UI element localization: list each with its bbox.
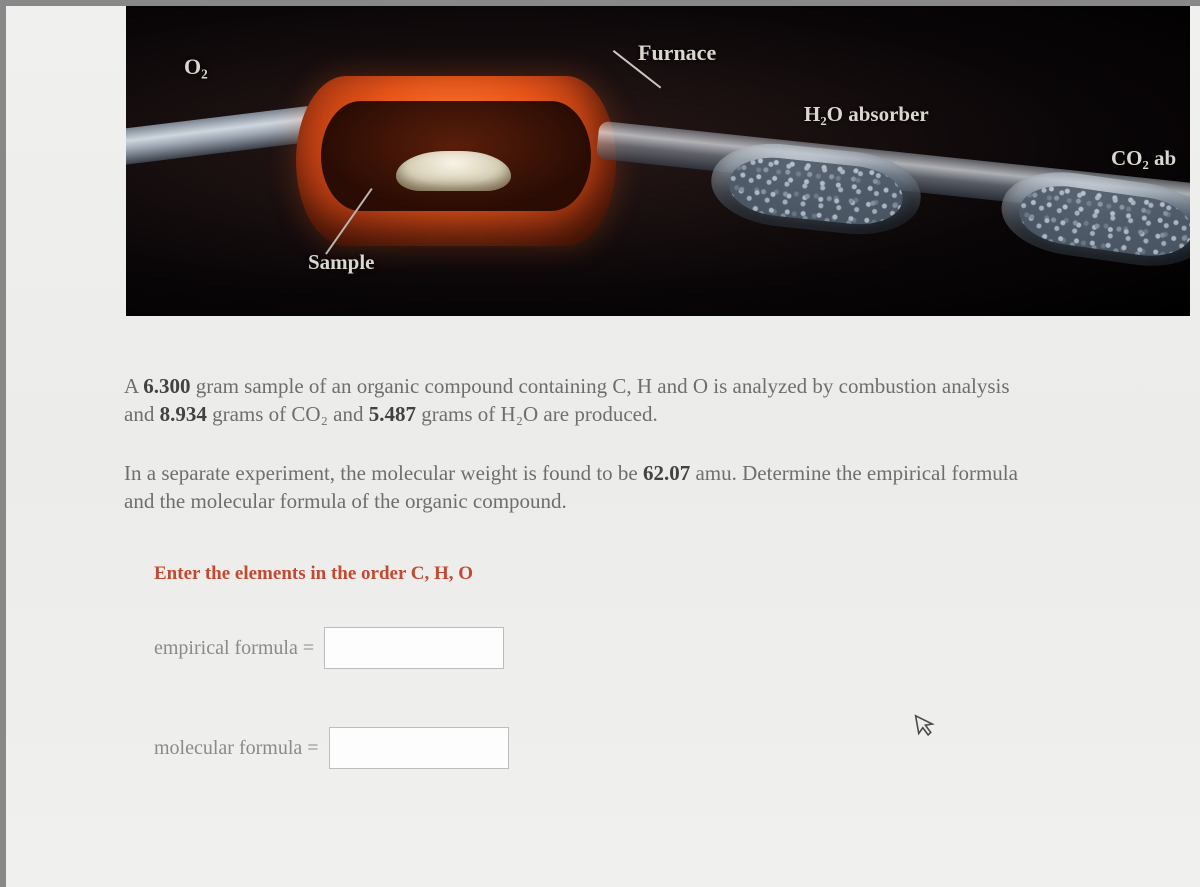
paragraph-2: In a separate experiment, the molecular … bbox=[124, 459, 1026, 516]
empirical-formula-label: empirical formula = bbox=[154, 635, 314, 662]
label-h2o-absorber: H₂O absorber bbox=[804, 102, 929, 127]
molecular-formula-label: molecular formula = bbox=[154, 735, 319, 762]
label-co2-absorber: CO₂ ab bbox=[1111, 146, 1176, 171]
sample-pile bbox=[396, 151, 511, 191]
paragraph-1: A 6.300 gram sample of an organic compou… bbox=[124, 372, 1026, 429]
question-content: A 6.300 gram sample of an organic compou… bbox=[6, 316, 1066, 769]
p1-text-d: grams of CO₂ and bbox=[207, 402, 369, 426]
elements-list: C, H and O bbox=[612, 374, 708, 398]
h2o-mass: 5.487 bbox=[369, 402, 416, 426]
element-order-hint: Enter the elements in the order C, H, O bbox=[154, 561, 1026, 587]
combustion-diagram: O₂ Furnace Sample H₂O absorber CO₂ ab bbox=[126, 6, 1190, 316]
co2-mass: 8.934 bbox=[160, 402, 207, 426]
p2-text-a: In a separate experiment, the molecular … bbox=[124, 461, 643, 485]
empirical-formula-input[interactable] bbox=[324, 627, 504, 669]
co2-absorber-fill bbox=[1016, 180, 1190, 262]
label-sample: Sample bbox=[308, 250, 375, 275]
h2o-absorber-fill bbox=[726, 153, 905, 229]
molecular-formula-input[interactable] bbox=[329, 727, 509, 769]
molecular-weight: 62.07 bbox=[643, 461, 690, 485]
molecular-formula-row: molecular formula = bbox=[154, 727, 1026, 769]
sample-mass: 6.300 bbox=[143, 374, 190, 398]
p1-text-a: A bbox=[124, 374, 143, 398]
label-o2: O₂ bbox=[184, 54, 208, 80]
p1-text-b: gram sample of an organic compound conta… bbox=[191, 374, 613, 398]
inlet-tube bbox=[126, 105, 317, 166]
empirical-formula-row: empirical formula = bbox=[154, 627, 1026, 669]
page-container: O₂ Furnace Sample H₂O absorber CO₂ ab A … bbox=[0, 0, 1200, 887]
p1-text-e: grams of H₂O are produced. bbox=[416, 402, 658, 426]
label-furnace: Furnace bbox=[638, 40, 716, 66]
